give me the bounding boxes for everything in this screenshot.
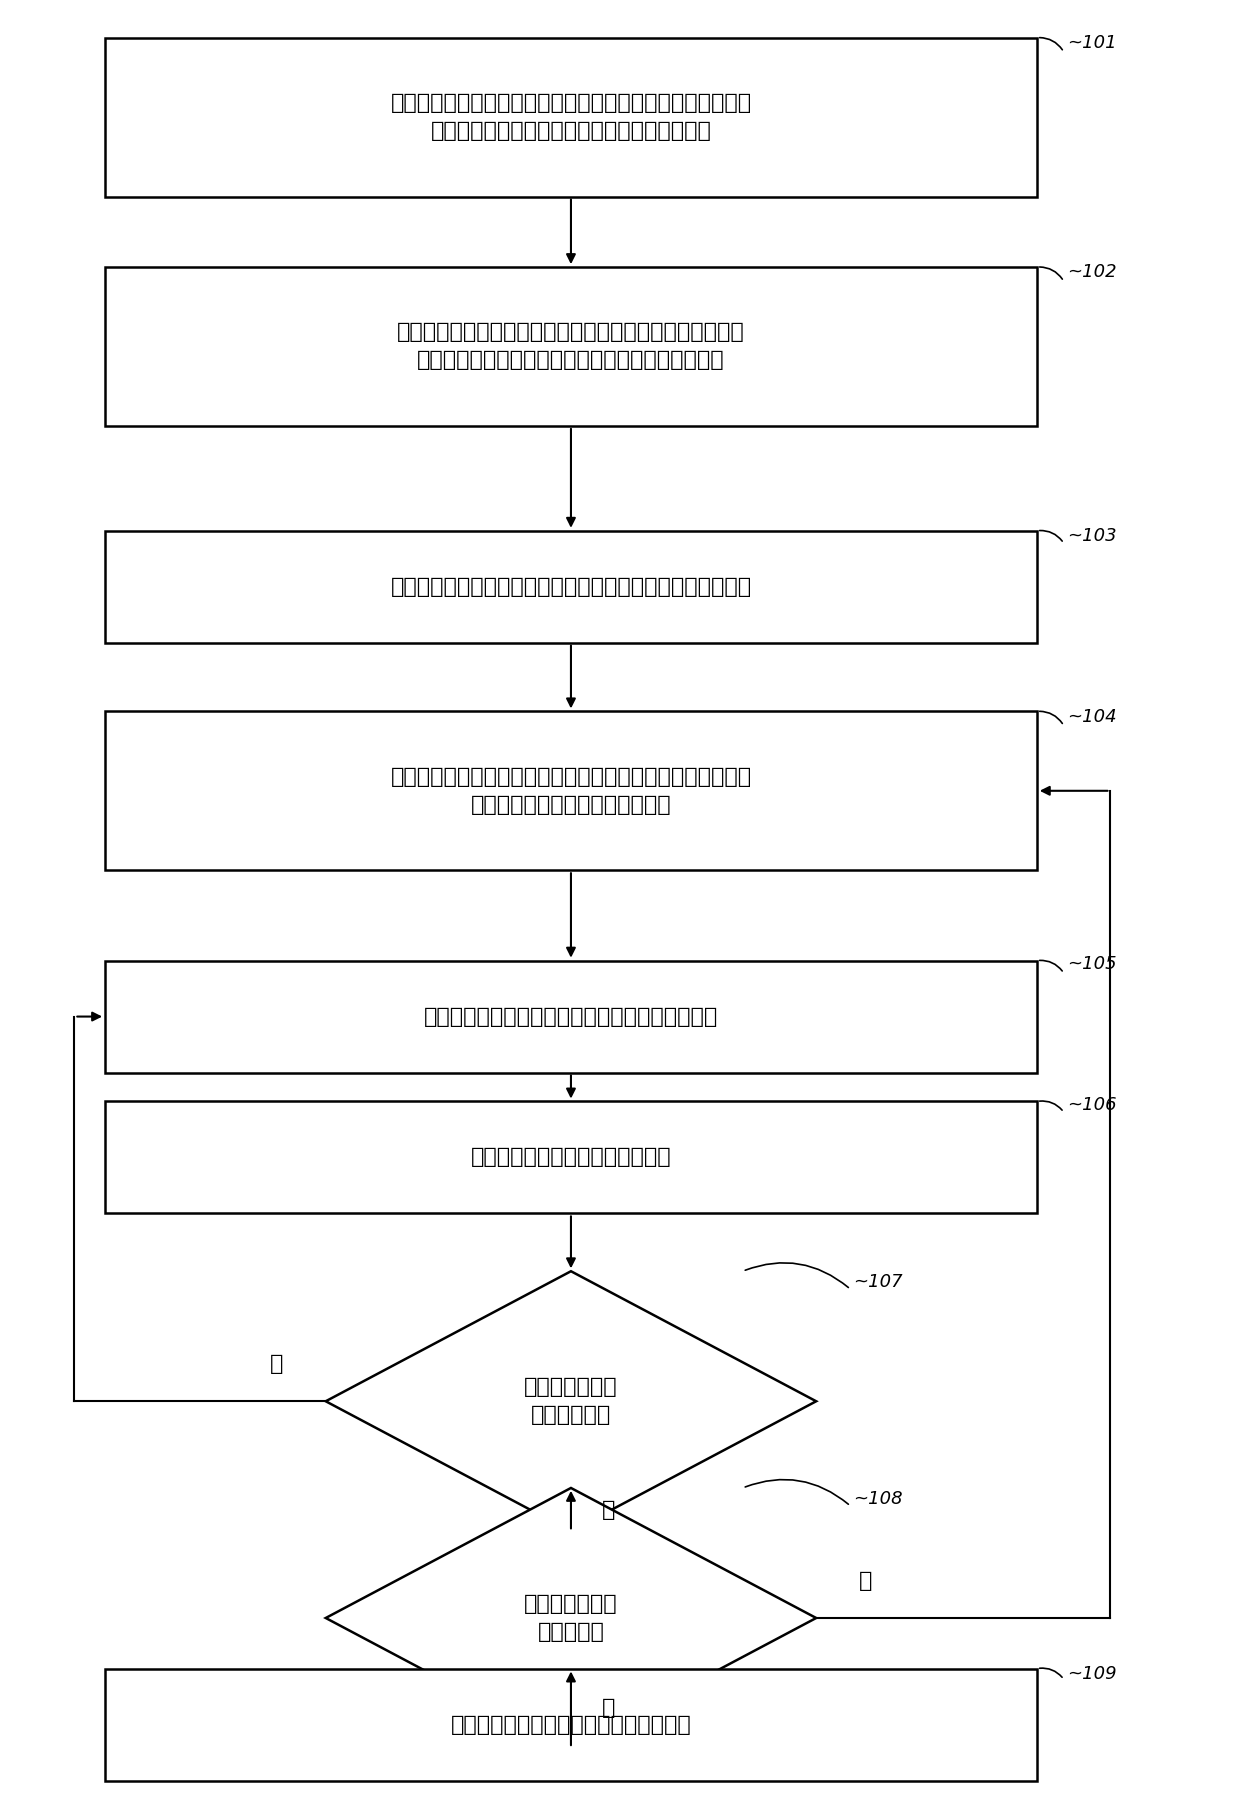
FancyArrowPatch shape [745,1480,848,1505]
FancyArrowPatch shape [1039,38,1063,49]
Text: 将有限差分方程组非线性系数项线性化，得到线性代数方程组: 将有限差分方程组非线性系数项线性化，得到线性代数方程组 [391,577,751,597]
Text: 隐压显饱法求解压力和饱和度，并计算渗流场数据: 隐压显饱法求解压力和饱和度，并计算渗流场数据 [424,1006,718,1026]
Polygon shape [326,1489,816,1747]
FancyArrowPatch shape [1039,961,1063,970]
FancyBboxPatch shape [105,531,1037,642]
FancyArrowPatch shape [1039,268,1063,278]
Text: 设定计算时间步长和计算结束时间，输入已有微生物参数和油
藏参数，包括静态参数和动态参数: 设定计算时间步长和计算结束时间，输入已有微生物参数和油 藏参数，包括静态参数和动… [391,766,751,815]
Text: 整个模拟计算过
程是否结束: 整个模拟计算过 程是否结束 [525,1594,618,1642]
FancyArrowPatch shape [1039,712,1063,723]
Text: 是: 是 [601,1698,615,1718]
Text: 压力、饱和度和
浓度是否收敛: 压力、饱和度和 浓度是否收敛 [525,1378,618,1425]
Text: ~109: ~109 [1068,1665,1117,1684]
FancyBboxPatch shape [105,1101,1037,1214]
Text: 隐式求解微生物浓度和营养液浓度: 隐式求解微生物浓度和营养液浓度 [471,1147,671,1167]
Polygon shape [326,1270,816,1531]
Text: ~101: ~101 [1068,35,1117,53]
Text: ~106: ~106 [1068,1096,1117,1114]
Text: 将复杂的微生物运移规律和提高采收率机理进行数学描述，建
立一个三维、三相、多组分微生物驱油数学模型: 将复杂的微生物运移规律和提高采收率机理进行数学描述，建 立一个三维、三相、多组分… [391,93,751,142]
Text: ~104: ~104 [1068,708,1117,726]
FancyBboxPatch shape [105,961,1037,1072]
Text: ~102: ~102 [1068,264,1117,282]
FancyArrowPatch shape [745,1263,848,1287]
Text: 是: 是 [601,1500,615,1520]
FancyBboxPatch shape [105,1669,1037,1780]
Text: 否: 否 [858,1571,872,1591]
Text: ~103: ~103 [1068,528,1117,546]
FancyBboxPatch shape [105,268,1037,426]
FancyArrowPatch shape [1039,530,1063,541]
Text: 微生物驱油方案优化设计和开发效果预测: 微生物驱油方案优化设计和开发效果预测 [450,1714,692,1734]
Text: 采用有限差分法将上述复杂偏微分方程组中的各方程及其定
解条件进行时间和空间离散化，得到有限差分方程组: 采用有限差分法将上述复杂偏微分方程组中的各方程及其定 解条件进行时间和空间离散化… [397,322,745,371]
FancyBboxPatch shape [105,38,1037,197]
Text: ~107: ~107 [853,1272,903,1290]
FancyBboxPatch shape [105,712,1037,870]
FancyArrowPatch shape [1039,1669,1063,1678]
FancyArrowPatch shape [1039,1101,1063,1110]
Text: ~105: ~105 [1068,956,1117,974]
Text: ~108: ~108 [853,1491,903,1507]
Text: 否: 否 [270,1354,284,1374]
